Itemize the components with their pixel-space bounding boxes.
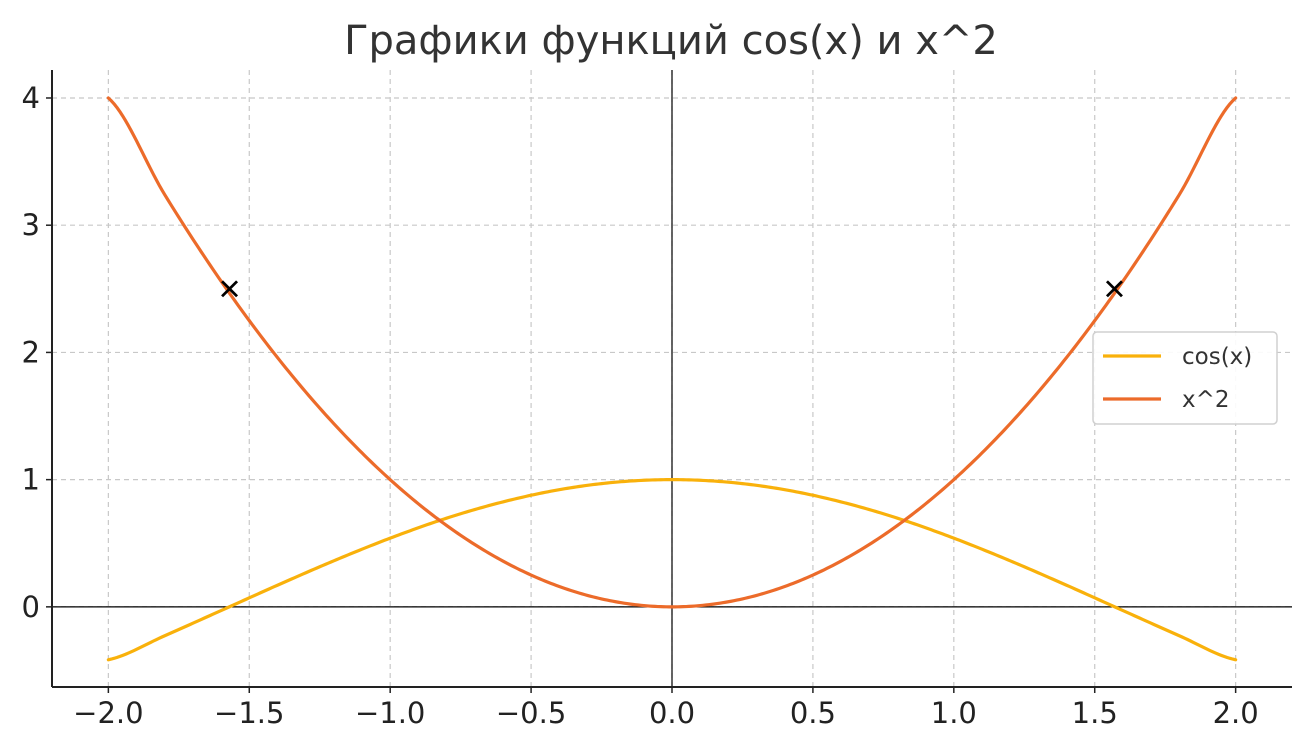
- x-marker: [221, 280, 239, 298]
- markers: [221, 280, 1123, 298]
- y-tick-label: 2: [22, 335, 40, 369]
- x-tick-label: −1.0: [355, 696, 425, 730]
- x-tick-label: 0.5: [790, 696, 836, 730]
- y-tick-label: 1: [22, 463, 40, 497]
- y-tick-label: 4: [22, 81, 40, 115]
- series-line-x-squared: [106, 96, 1238, 609]
- series-lines: [106, 96, 1238, 662]
- x-tick-label: −2.0: [73, 696, 143, 730]
- legend: cos(x) x^2: [1092, 331, 1278, 425]
- x-tick-label: −0.5: [496, 696, 566, 730]
- x-tick-label: 2.0: [1213, 696, 1259, 730]
- chart-title: Графики функций cos(x) и x^2: [344, 18, 998, 64]
- y-tick-label: 0: [22, 590, 40, 624]
- x-tick-label: −1.5: [214, 696, 284, 730]
- legend-label: cos(x): [1182, 344, 1252, 370]
- tick-labels: −2.0 −1.5 −1.0 −0.5 0.0 0.5 1.0 1.5 2.0 0 1 2 3 4: [22, 81, 1259, 730]
- x-marker: [1105, 280, 1123, 298]
- legend-label: x^2: [1182, 387, 1230, 413]
- y-tick-label: 3: [22, 208, 40, 242]
- series-line-cos: [106, 478, 1238, 662]
- x-tick-label: 0.0: [649, 696, 695, 730]
- x-tick-label: 1.5: [1072, 696, 1118, 730]
- x-tick-label: 1.0: [931, 696, 977, 730]
